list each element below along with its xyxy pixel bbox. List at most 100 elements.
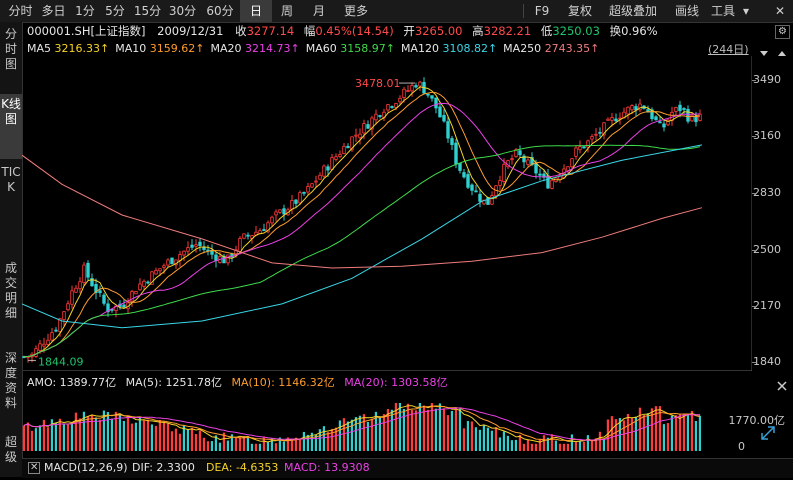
close-volume-icon[interactable] xyxy=(775,377,789,391)
candle-body xyxy=(274,211,278,216)
candle-body xyxy=(686,108,690,122)
period-tab-8[interactable]: 周 xyxy=(280,4,293,18)
ma-value-2: 3214.73↑ xyxy=(244,42,300,55)
volume-bar xyxy=(662,424,665,451)
change-value: 0.45%(14.54) xyxy=(315,24,394,38)
volume-bar xyxy=(406,403,409,451)
volume-bar xyxy=(698,415,701,451)
volume-bar xyxy=(46,427,49,451)
volume-chart[interactable] xyxy=(22,393,702,455)
period-tab-9[interactable]: 月 xyxy=(312,4,325,18)
candle-body xyxy=(438,106,442,118)
stock-code: 000001.SH[上证指数] xyxy=(27,24,146,38)
candle-body xyxy=(182,250,186,256)
settings-icon[interactable]: ⚙ xyxy=(775,25,790,39)
collapse-icon[interactable] xyxy=(757,44,771,56)
volume-bar xyxy=(350,419,353,451)
candle-body xyxy=(450,138,454,145)
volume-bar xyxy=(338,420,341,451)
toolbar-item-0[interactable]: F9 xyxy=(534,4,550,18)
volume-bar xyxy=(438,403,441,451)
kline-chart[interactable]: 3478.01 1844.09 xyxy=(22,56,752,371)
price-tick-1: 3160 xyxy=(753,129,781,142)
toolbar-item-4[interactable]: 工具 xyxy=(710,4,735,18)
candle-body xyxy=(510,158,514,160)
vol-ma5-line xyxy=(23,405,701,443)
candle-body xyxy=(70,290,74,305)
candle-body xyxy=(522,155,526,163)
candle-body xyxy=(142,280,146,287)
volume-bar xyxy=(694,420,697,451)
period-tab-3[interactable]: 5分 xyxy=(105,4,125,18)
period-tab-10[interactable]: 更多 xyxy=(343,4,368,18)
macd-close-icon[interactable]: ✕ xyxy=(28,462,41,474)
period-tab-5[interactable]: 30分 xyxy=(168,4,197,18)
candle-body xyxy=(586,140,590,148)
volume-bar xyxy=(202,437,205,451)
open-value: 3265.00 xyxy=(414,24,463,38)
tools-dropdown-icon[interactable]: ▾ xyxy=(742,4,750,18)
high-mark-label: 3478.01 xyxy=(355,77,401,90)
period-count[interactable]: (244日) xyxy=(708,43,749,56)
sidebar-tab-0[interactable]: 分时图 xyxy=(4,27,17,71)
sidebar-tab-5[interactable]: 超级 xyxy=(4,435,17,464)
sidebar-tab-1[interactable]: K线图 xyxy=(0,94,22,159)
toolbar-item-3[interactable]: 画线 xyxy=(674,4,699,18)
ma-value-4: 3108.82↑ xyxy=(442,42,498,55)
candle-body xyxy=(662,123,666,128)
period-tab-1[interactable]: 多日 xyxy=(41,4,66,18)
period-tab-6[interactable]: 60分 xyxy=(206,4,234,18)
volume-bar xyxy=(182,425,185,451)
volume-bar xyxy=(82,411,85,451)
toolbar-item-1[interactable]: 复权 xyxy=(567,4,592,18)
candle-body xyxy=(406,90,410,92)
volume-bar xyxy=(362,414,365,451)
toolbar-item-2[interactable]: 超级叠加 xyxy=(608,4,657,18)
price-tick-5: 1840 xyxy=(753,355,781,368)
candle-body xyxy=(106,303,110,313)
price-tick-3: 2500 xyxy=(753,243,781,256)
candle-body xyxy=(146,281,150,284)
volume-bar xyxy=(230,434,233,451)
period-tab-4[interactable]: 15分 xyxy=(133,4,162,18)
volume-bar xyxy=(86,416,89,451)
resize-icon[interactable] xyxy=(758,423,778,443)
period-tab-2[interactable]: 1分 xyxy=(75,4,95,18)
candle-body xyxy=(246,234,250,237)
close-icon[interactable]: ✕ xyxy=(774,4,786,18)
volume-bar xyxy=(98,419,101,451)
vol-ma20-line xyxy=(23,407,701,441)
volume-bar xyxy=(594,438,597,451)
volume-bar xyxy=(478,429,481,451)
expand-icon[interactable] xyxy=(775,44,789,56)
volume-bar xyxy=(382,414,385,451)
sidebar-tab-4[interactable]: 深度资料 xyxy=(4,351,17,410)
candle-body xyxy=(58,318,62,332)
candle-body xyxy=(74,287,78,293)
period-tab-7[interactable]: 日 xyxy=(240,0,272,22)
volume-bar xyxy=(294,437,297,451)
volume-bar xyxy=(106,412,109,451)
volume-bar xyxy=(326,432,329,451)
volume-bar xyxy=(318,429,321,451)
volume-bar xyxy=(426,409,429,451)
volume-bar xyxy=(482,424,485,451)
volume-bar xyxy=(690,410,693,451)
sidebar-tab-2[interactable]: TICK xyxy=(1,165,21,194)
volume-legend: AMO: 1389.77亿 MA(5): 1251.78亿 MA(10): 11… xyxy=(27,375,448,391)
volume-bar xyxy=(346,421,349,451)
candle-body xyxy=(222,255,226,264)
volume-bar xyxy=(414,410,417,451)
vol-ma5: MA(5): 1251.78亿 xyxy=(125,376,222,389)
period-tab-0[interactable]: 分时 xyxy=(8,4,33,18)
candle-body xyxy=(362,123,366,134)
volume-axis-top: 1770.00亿 xyxy=(728,414,786,427)
volume-bar xyxy=(374,411,377,451)
volume-bar xyxy=(22,425,25,451)
volume-bar xyxy=(430,403,433,451)
vol-ma20: MA(20): 1303.58亿 xyxy=(344,376,448,389)
sidebar-tab-3[interactable]: 成交明细 xyxy=(4,261,17,320)
volume-bar xyxy=(370,418,373,451)
candle-body xyxy=(590,136,594,140)
candle-body xyxy=(102,294,106,304)
